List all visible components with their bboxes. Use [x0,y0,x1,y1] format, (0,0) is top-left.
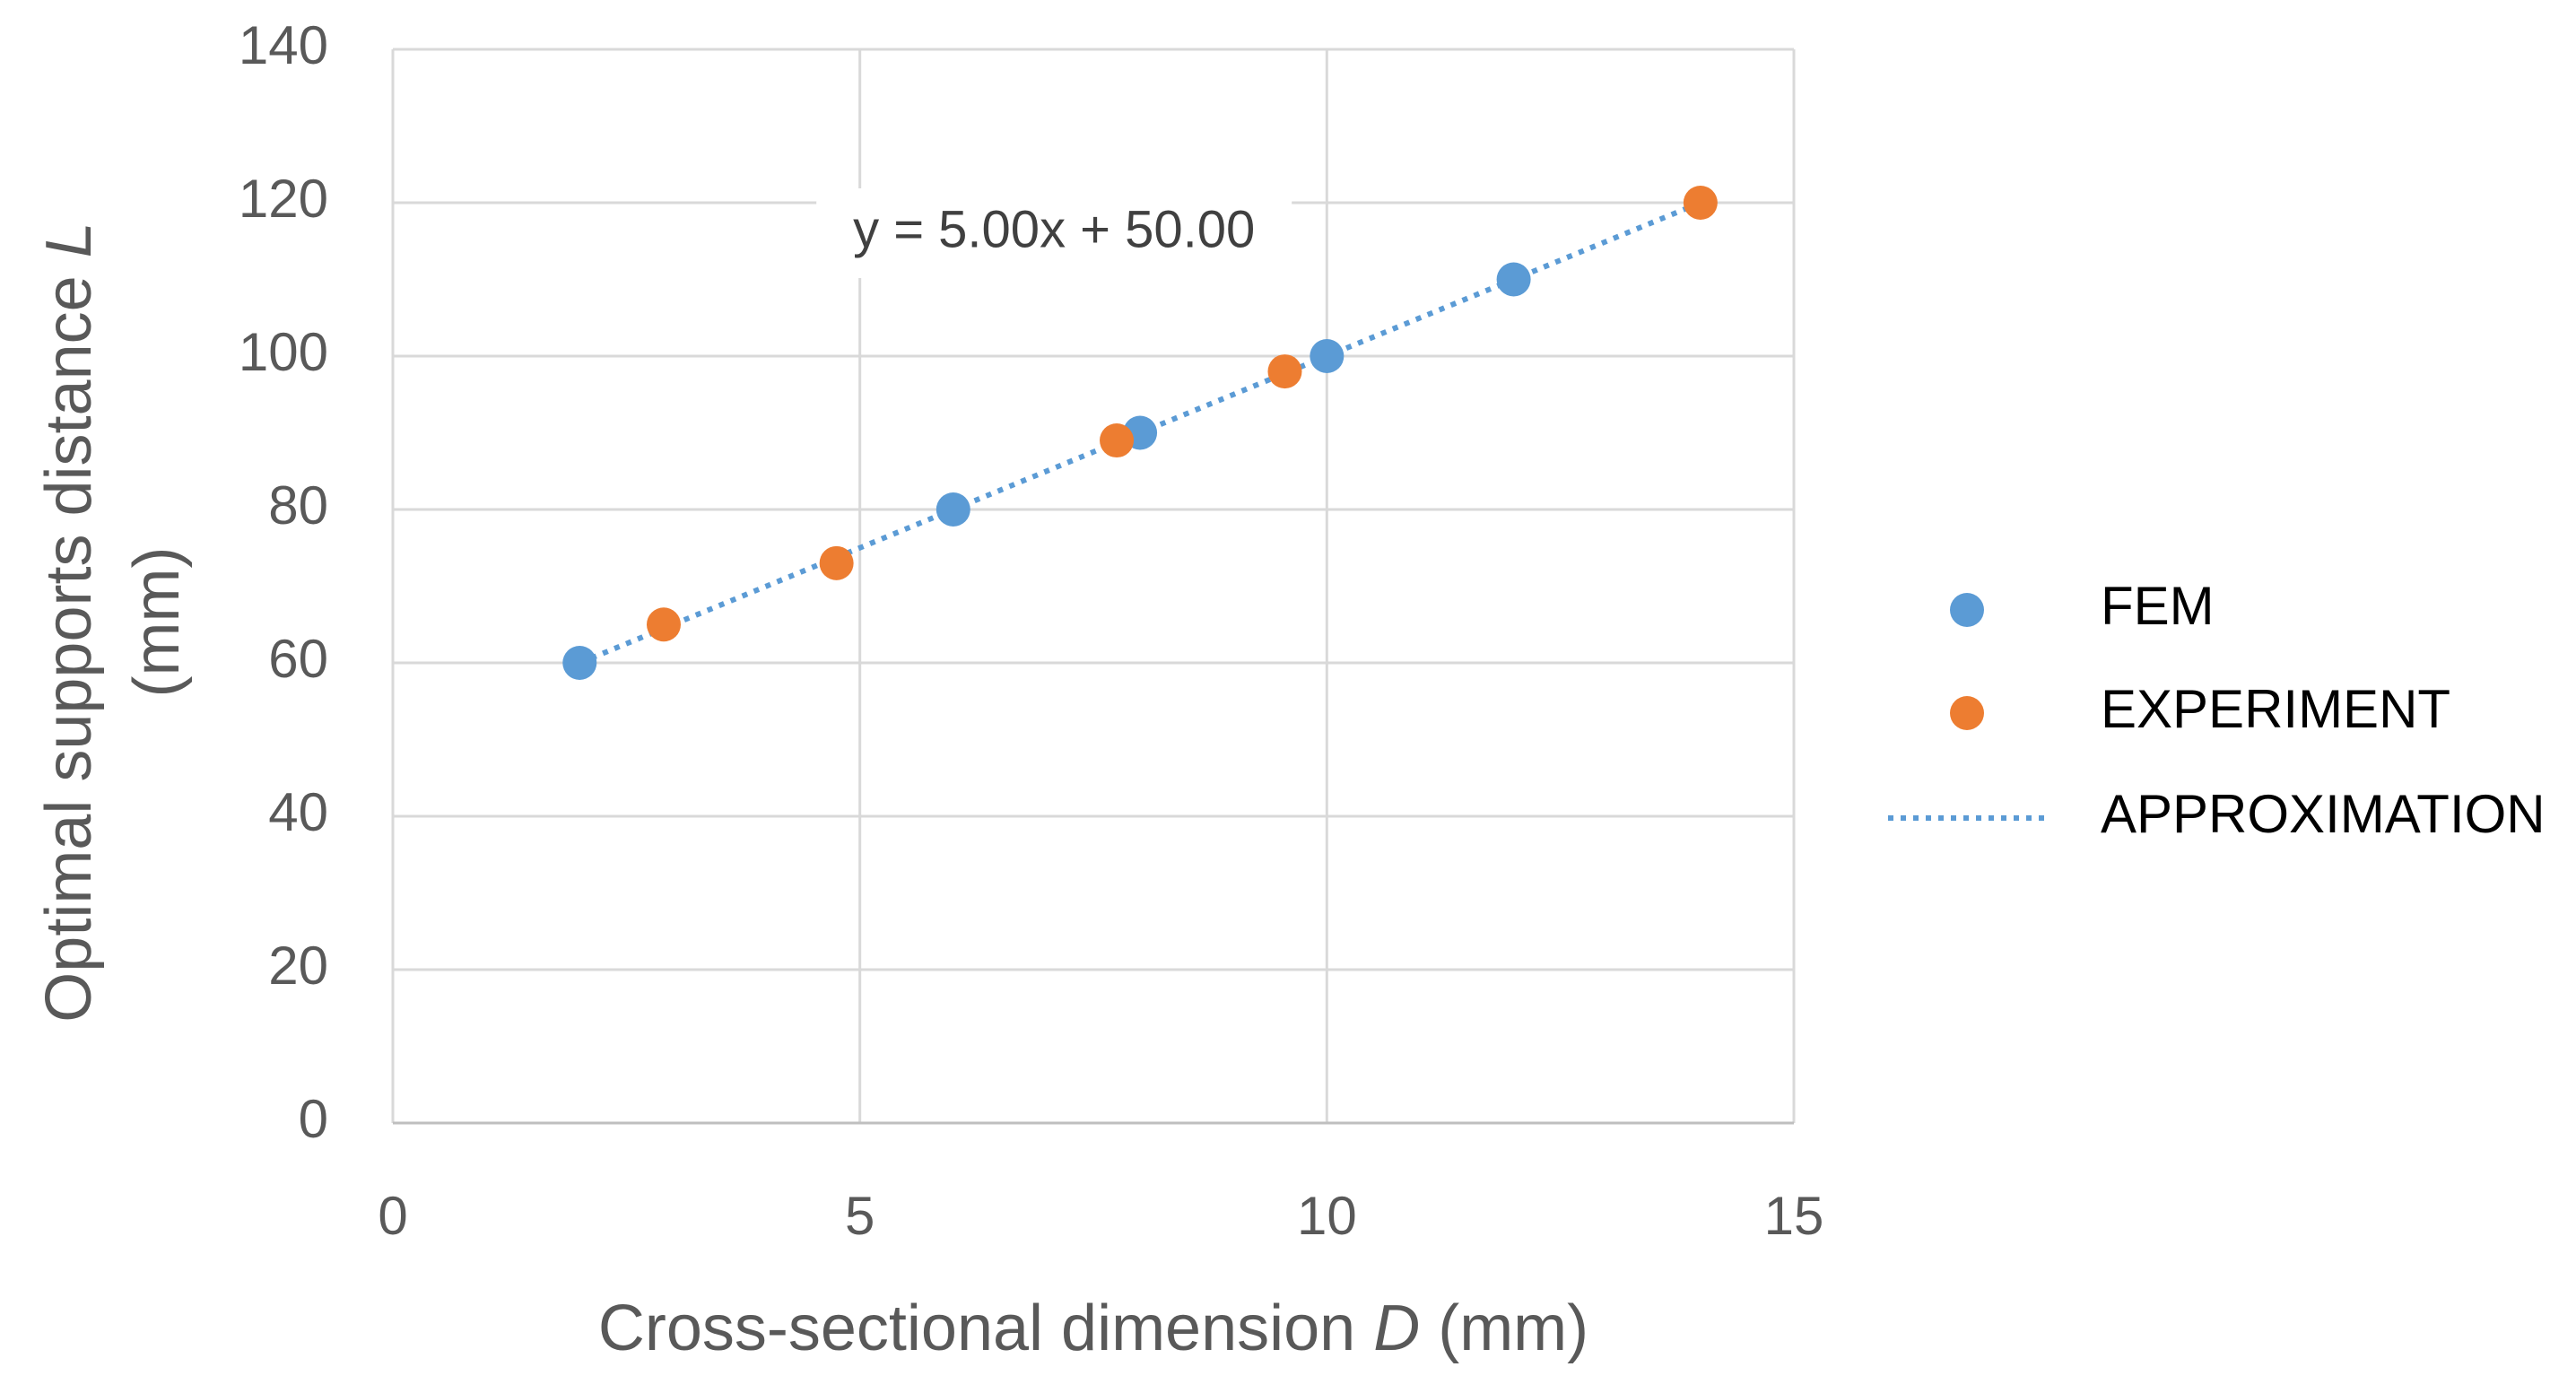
equation-annotation-background [816,188,1292,278]
experiment-point [1100,423,1135,458]
data-points [562,186,1718,680]
x-tick-label: 10 [1297,1186,1357,1246]
y-axis-title-line2: (mm) [121,547,193,698]
fem-point [1310,339,1345,373]
experiment-point [646,607,681,642]
fem-point [936,492,970,527]
y-tick-label: 20 [268,936,328,996]
y-tick-label: 140 [239,15,328,75]
y-axis-title-variable: L [33,222,105,257]
fem-point [562,646,597,680]
experiment-point [819,545,854,580]
legend: FEM EXPERIMENT APPROXIMATION [1888,576,2546,844]
labels: y = 5.00x + 50.00 Cross-sectional dimens… [33,15,1823,1364]
legend-marker-fem [1950,593,1984,627]
legend-marker-experiment [1950,696,1984,730]
y-tick-label: 60 [268,629,328,689]
fem-point [1496,262,1531,297]
y-tick-label: 100 [239,322,328,382]
y-tick-label: 40 [268,782,328,842]
legend-label-experiment: EXPERIMENT [2101,679,2450,739]
x-axis-title-suffix: (mm) [1420,1293,1588,1364]
x-axis-title-variable: D [1373,1293,1420,1364]
y-axis-title-prefix: Optimal supports distance [33,257,105,1022]
y-axis-title-line1: Optimal supports distance L [33,222,105,1022]
y-tick-label: 80 [268,475,328,535]
experiment-point [1267,354,1302,389]
y-tick-label: 120 [239,169,328,229]
x-tick-label: 0 [378,1186,407,1246]
legend-label-approximation: APPROXIMATION [2101,784,2546,844]
legend-label-fem: FEM [2101,576,2215,636]
x-tick-label: 5 [845,1186,875,1246]
x-axis-title-prefix: Cross-sectional dimension [598,1293,1373,1364]
y-tick-label: 0 [299,1089,328,1149]
x-tick-label: 15 [1764,1186,1824,1246]
equation-annotation: y = 5.00x + 50.00 [853,200,1255,258]
experiment-point [1683,186,1718,220]
x-axis-title: Cross-sectional dimension D (mm) [598,1293,1588,1364]
